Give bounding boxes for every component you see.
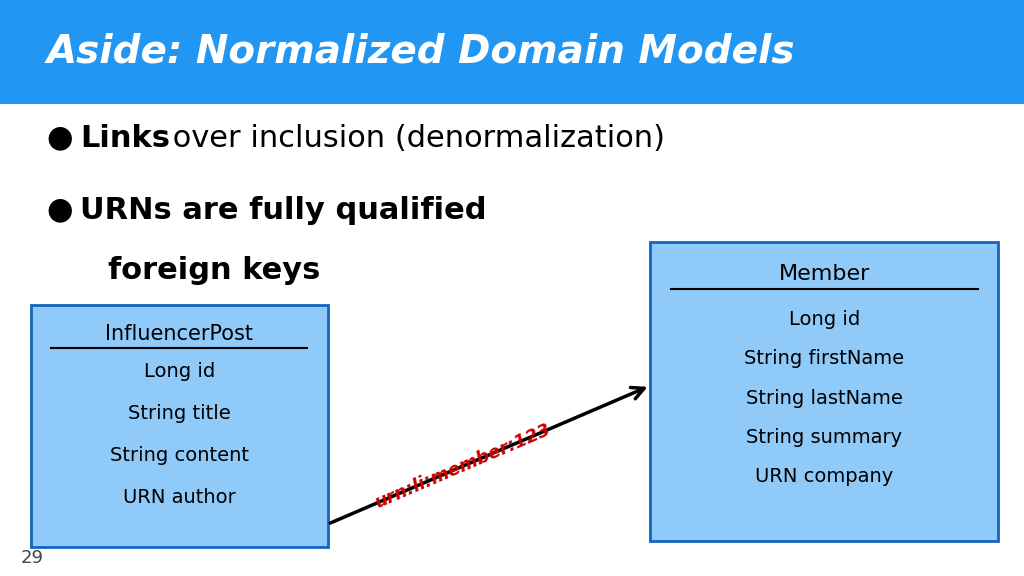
Text: URNs are fully qualified: URNs are fully qualified bbox=[80, 196, 486, 225]
Text: Member: Member bbox=[778, 264, 870, 283]
Text: Aside: Normalized Domain Models: Aside: Normalized Domain Models bbox=[46, 33, 795, 71]
Text: over inclusion (denormalization): over inclusion (denormalization) bbox=[163, 124, 665, 153]
Text: String firstName: String firstName bbox=[744, 350, 904, 368]
Text: String lastName: String lastName bbox=[745, 389, 903, 407]
Text: Long id: Long id bbox=[788, 310, 860, 329]
Text: InfluencerPost: InfluencerPost bbox=[105, 324, 253, 344]
Text: foreign keys: foreign keys bbox=[108, 256, 319, 285]
FancyBboxPatch shape bbox=[0, 0, 1024, 104]
Text: 29: 29 bbox=[20, 550, 43, 567]
Text: ●: ● bbox=[46, 124, 73, 153]
Text: String summary: String summary bbox=[746, 428, 902, 446]
FancyBboxPatch shape bbox=[31, 305, 328, 547]
Text: String content: String content bbox=[110, 446, 249, 465]
Text: ●: ● bbox=[46, 196, 73, 225]
Text: Long id: Long id bbox=[143, 362, 215, 381]
Text: URN company: URN company bbox=[755, 467, 894, 486]
Text: URN author: URN author bbox=[123, 488, 236, 507]
Text: urn:li:member:123: urn:li:member:123 bbox=[373, 420, 554, 512]
Text: Links: Links bbox=[80, 124, 170, 153]
Text: String title: String title bbox=[128, 404, 230, 423]
FancyBboxPatch shape bbox=[650, 242, 998, 541]
